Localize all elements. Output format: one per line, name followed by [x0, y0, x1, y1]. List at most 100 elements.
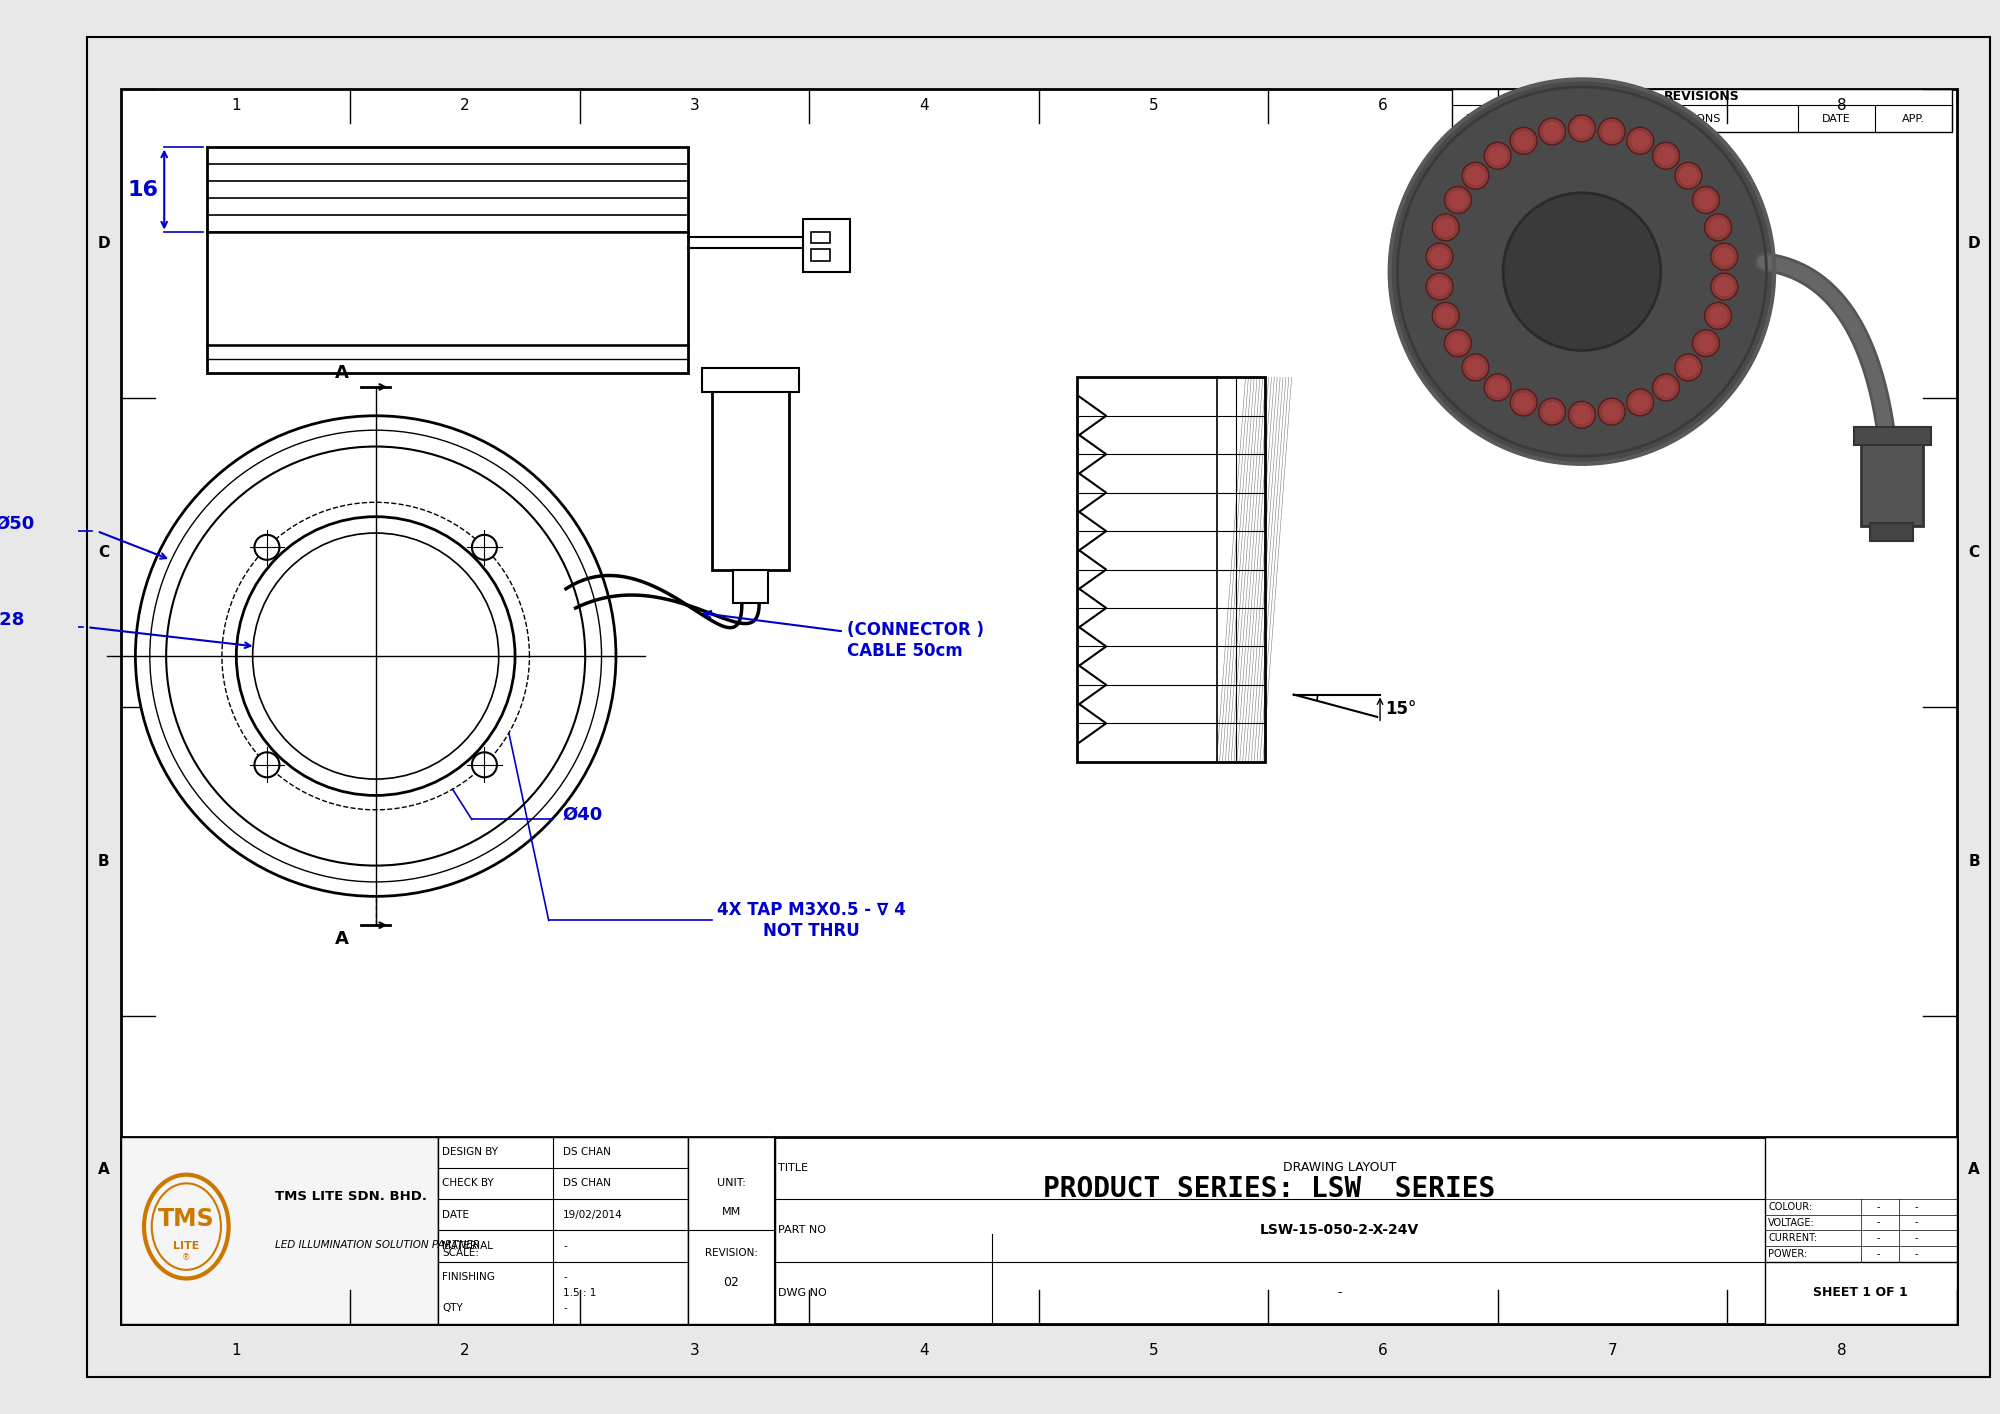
Circle shape — [1484, 375, 1512, 402]
Bar — [120, 1137, 1956, 1324]
Circle shape — [1626, 127, 1654, 154]
Circle shape — [1436, 307, 1456, 325]
Circle shape — [1462, 163, 1488, 189]
Circle shape — [1568, 115, 1596, 141]
Text: 7: 7 — [1608, 1343, 1618, 1359]
Circle shape — [1708, 218, 1728, 238]
Bar — [208, 147, 688, 372]
Text: SCALE:: SCALE: — [442, 1247, 478, 1258]
Text: 5: 5 — [1148, 1343, 1158, 1359]
Bar — [688, 1137, 774, 1324]
Circle shape — [1444, 329, 1472, 356]
Text: 15°: 15° — [1384, 700, 1416, 718]
Circle shape — [1510, 127, 1538, 154]
Text: 7: 7 — [1608, 98, 1618, 113]
Text: ZONE: ZONE — [1466, 113, 1496, 124]
Text: DS CHAN: DS CHAN — [564, 1147, 610, 1157]
Text: Ø40: Ø40 — [564, 806, 604, 823]
Circle shape — [254, 752, 280, 778]
Text: Ø28: Ø28 — [0, 611, 24, 629]
Circle shape — [136, 416, 616, 896]
Circle shape — [1656, 378, 1676, 397]
Bar — [120, 1137, 438, 1324]
Bar — [804, 219, 850, 273]
Text: LITE: LITE — [174, 1241, 200, 1251]
Text: TITLE: TITLE — [778, 1162, 808, 1172]
Text: DS CHAN: DS CHAN — [564, 1178, 610, 1189]
Circle shape — [472, 752, 496, 778]
Text: B: B — [1968, 854, 1980, 868]
Text: APP.: APP. — [1902, 113, 1924, 124]
Bar — [702, 368, 798, 392]
Text: 4: 4 — [920, 1343, 928, 1359]
Bar — [1860, 440, 1924, 526]
Circle shape — [1708, 307, 1728, 325]
Circle shape — [1426, 273, 1452, 300]
Text: A: A — [1968, 1162, 1980, 1178]
Text: 6: 6 — [1378, 1343, 1388, 1359]
Text: FINISHING: FINISHING — [442, 1273, 494, 1282]
Text: A: A — [336, 930, 348, 947]
Circle shape — [1630, 132, 1650, 150]
Text: DATE: DATE — [1822, 113, 1850, 124]
Circle shape — [1696, 191, 1716, 209]
Circle shape — [1572, 406, 1592, 424]
Circle shape — [1692, 329, 1720, 356]
Circle shape — [1504, 192, 1660, 351]
Text: PART NO: PART NO — [778, 1226, 826, 1236]
Circle shape — [1714, 247, 1734, 266]
Circle shape — [1466, 167, 1486, 185]
Text: POWER:: POWER: — [1768, 1249, 1808, 1258]
Circle shape — [1652, 143, 1680, 170]
Text: 19/02/2014: 19/02/2014 — [564, 1210, 622, 1220]
Text: VOLTAGE:: VOLTAGE: — [1768, 1217, 1816, 1227]
Circle shape — [236, 516, 516, 796]
Circle shape — [1430, 247, 1450, 266]
Bar — [1854, 427, 1930, 444]
Circle shape — [1462, 354, 1488, 380]
Circle shape — [1652, 375, 1680, 402]
Bar — [812, 232, 830, 243]
Circle shape — [1602, 122, 1622, 141]
Circle shape — [254, 534, 280, 560]
Text: DWG NO: DWG NO — [778, 1288, 828, 1298]
Text: -: - — [1914, 1233, 1918, 1243]
Circle shape — [1598, 399, 1626, 426]
Circle shape — [1714, 277, 1734, 296]
Text: 1: 1 — [230, 98, 240, 113]
Text: -: - — [1914, 1249, 1918, 1258]
Circle shape — [472, 534, 496, 560]
Circle shape — [1510, 389, 1538, 416]
Bar — [1764, 1137, 1956, 1324]
Circle shape — [1568, 402, 1596, 428]
Text: -: - — [1338, 1287, 1342, 1299]
Circle shape — [1678, 167, 1698, 185]
Circle shape — [1710, 243, 1738, 270]
Text: 6: 6 — [1378, 98, 1388, 113]
Circle shape — [1704, 303, 1732, 329]
Text: (CONNECTOR )
CABLE 50cm: (CONNECTOR ) CABLE 50cm — [704, 611, 984, 660]
Circle shape — [1542, 122, 1562, 141]
Text: -: - — [564, 1241, 566, 1251]
Text: DESIGN BY: DESIGN BY — [442, 1147, 498, 1157]
Bar — [1078, 378, 1264, 762]
Text: 5: 5 — [1148, 98, 1158, 113]
Text: C: C — [1968, 546, 1980, 560]
Text: -: - — [1914, 1217, 1918, 1227]
Text: DATE: DATE — [442, 1210, 468, 1220]
Text: 1.5 : 1: 1.5 : 1 — [564, 1288, 596, 1298]
Text: LSW-15-050-2-X-24V: LSW-15-050-2-X-24V — [1260, 1223, 1420, 1237]
Text: -: - — [1876, 1217, 1880, 1227]
Circle shape — [1390, 79, 1774, 464]
Text: 2: 2 — [460, 1343, 470, 1359]
Text: REVISIONS: REVISIONS — [1664, 90, 1740, 103]
Text: LED ILLUMINATION SOLUTION PARTNER: LED ILLUMINATION SOLUTION PARTNER — [274, 1240, 480, 1250]
Text: 8: 8 — [1838, 1343, 1846, 1359]
Circle shape — [1436, 218, 1456, 238]
Circle shape — [1444, 187, 1472, 214]
Circle shape — [252, 533, 498, 779]
Text: 02: 02 — [724, 1277, 740, 1290]
Text: C: C — [98, 546, 110, 560]
Text: CURRENT:: CURRENT: — [1768, 1233, 1818, 1243]
Circle shape — [1674, 354, 1702, 380]
